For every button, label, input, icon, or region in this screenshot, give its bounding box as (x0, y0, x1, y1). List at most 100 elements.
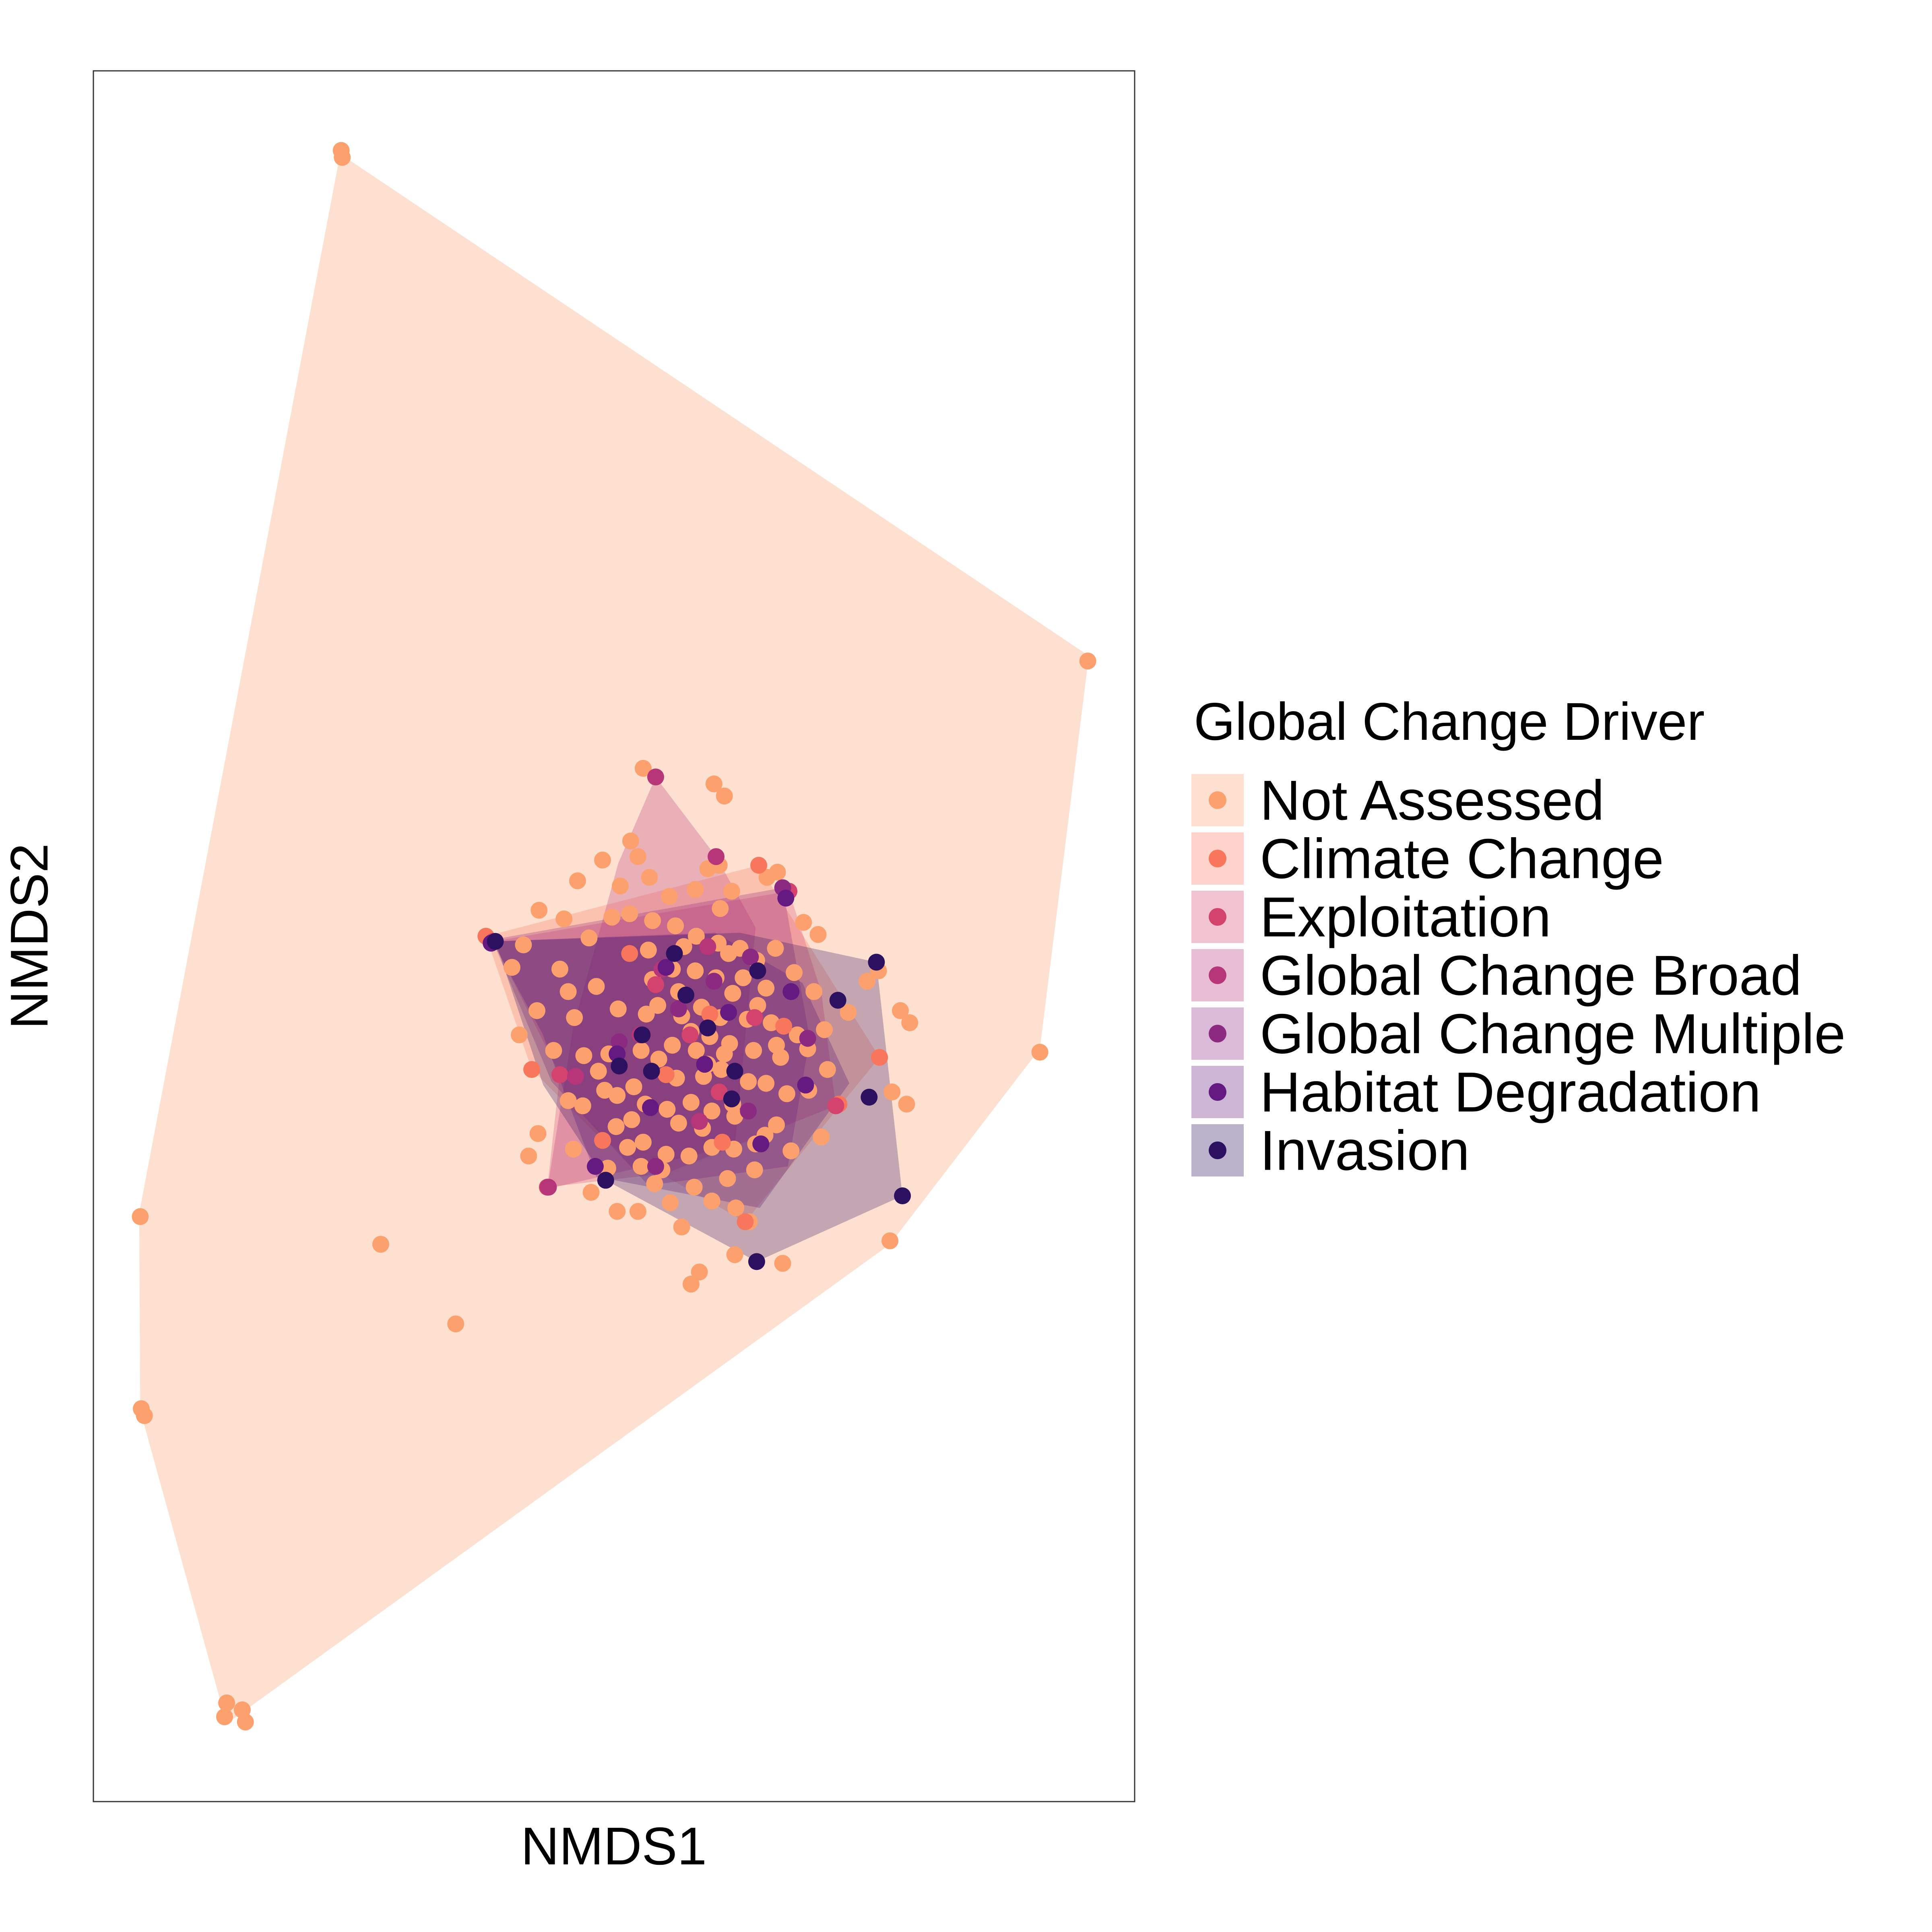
point-not-assessed (758, 1075, 775, 1092)
point-not-assessed (687, 962, 704, 979)
series-global-change-broad (540, 768, 725, 1196)
point-invasion (666, 945, 683, 962)
point-global-change-broad (691, 1113, 708, 1130)
point-not-assessed (667, 917, 684, 935)
point-not-assessed (641, 869, 658, 886)
point-not-assessed (805, 983, 823, 1000)
point-not-assessed (687, 1042, 705, 1059)
point-not-assessed (712, 1061, 730, 1078)
point-not-assessed (612, 877, 629, 895)
point-invasion (726, 1063, 743, 1080)
point-not-assessed (622, 832, 639, 850)
point-not-assessed (566, 1009, 583, 1026)
point-not-assessed (580, 929, 598, 947)
legend-label-global-change-multiple: Global Change Multiple (1260, 1002, 1845, 1065)
point-not-assessed (650, 1051, 667, 1068)
point-not-assessed (1079, 652, 1096, 670)
point-not-assessed (575, 1047, 592, 1064)
point-invasion (829, 992, 846, 1009)
series-invasion (487, 933, 911, 1270)
point-climate-change (737, 1213, 754, 1230)
point-habitat-degradation (752, 1135, 770, 1152)
point-not-assessed (590, 1063, 607, 1080)
legend-label-invasion: Invasion (1260, 1119, 1470, 1182)
legend-item-exploitation: Exploitation (1191, 886, 1551, 949)
point-not-assessed (680, 1148, 698, 1165)
point-not-assessed (881, 1232, 899, 1249)
point-not-assessed (594, 851, 611, 869)
legend-item-habitat-degradation: Habitat Degradation (1191, 1061, 1761, 1124)
point-not-assessed (735, 969, 752, 987)
point-not-assessed (687, 928, 705, 945)
point-not-assessed (503, 959, 520, 976)
point-global-change-broad (647, 768, 664, 786)
point-not-assessed (673, 1218, 690, 1236)
point-global-change-broad (708, 848, 725, 865)
point-not-assessed (813, 1128, 830, 1146)
point-not-assessed (630, 1203, 647, 1220)
point-habitat-degradation (696, 1056, 713, 1073)
point-not-assessed (520, 1148, 537, 1165)
point-not-assessed (716, 1045, 733, 1063)
legend-dot-not-assessed (1209, 791, 1226, 809)
point-not-assessed (727, 1199, 745, 1217)
point-exploitation (827, 1097, 844, 1115)
point-not-assessed (782, 1142, 800, 1160)
point-not-assessed (334, 149, 351, 166)
point-not-assessed (529, 1125, 547, 1142)
x-axis-title: NMDS1 (521, 1816, 707, 1876)
point-global-change-multiple (647, 1158, 664, 1175)
point-habitat-degradation (720, 1004, 737, 1021)
point-global-change-multiple (742, 948, 759, 966)
point-climate-change (621, 945, 638, 962)
legend-item-climate-change: Climate Change (1191, 827, 1664, 890)
point-invasion (748, 1253, 765, 1270)
point-not-assessed (632, 1042, 650, 1059)
point-habitat-degradation (586, 1158, 604, 1175)
point-not-assessed (640, 941, 657, 959)
legend-label-climate-change: Climate Change (1260, 827, 1664, 890)
point-not-assessed (634, 760, 652, 777)
point-not-assessed (774, 1255, 791, 1272)
point-not-assessed (661, 888, 678, 905)
point-not-assessed (892, 1002, 909, 1019)
point-habitat-degradation (642, 1099, 659, 1116)
point-not-assessed (638, 1005, 655, 1023)
point-not-assessed (746, 1161, 763, 1179)
point-not-assessed (528, 1002, 546, 1019)
point-not-assessed (609, 1087, 626, 1104)
point-climate-change (701, 1005, 718, 1023)
point-not-assessed (682, 1094, 700, 1111)
point-not-assessed (670, 1115, 687, 1132)
point-habitat-degradation (657, 959, 675, 976)
point-not-assessed (216, 1708, 233, 1726)
point-climate-change (657, 1066, 675, 1083)
point-not-assessed (768, 1116, 785, 1133)
point-not-assessed (634, 1133, 652, 1151)
point-climate-change (594, 1132, 611, 1149)
point-habitat-degradation (777, 890, 795, 907)
point-not-assessed (720, 945, 737, 962)
point-not-assessed (658, 1101, 676, 1118)
point-not-assessed (511, 1026, 528, 1044)
point-not-assessed (1031, 1044, 1049, 1061)
point-not-assessed (726, 1246, 743, 1263)
point-invasion (749, 962, 766, 979)
plot-panel (93, 70, 1135, 1802)
point-global-change-multiple (799, 1030, 816, 1047)
point-not-assessed (724, 985, 741, 1002)
point-climate-change (750, 857, 768, 874)
point-not-assessed (372, 1236, 390, 1253)
point-climate-change (523, 1061, 541, 1078)
point-global-change-multiple (670, 1000, 687, 1018)
point-not-assessed (603, 908, 621, 926)
point-climate-change (775, 1018, 793, 1035)
point-not-assessed (569, 872, 586, 890)
point-not-assessed (530, 902, 548, 919)
point-not-assessed (726, 1108, 743, 1125)
point-not-assessed (218, 1694, 235, 1711)
legend-dot-climate-change (1209, 850, 1226, 867)
legend-dot-habitat-degradation (1209, 1083, 1226, 1101)
legend-item-global-change-broad: Global Change Broad (1191, 944, 1802, 1007)
